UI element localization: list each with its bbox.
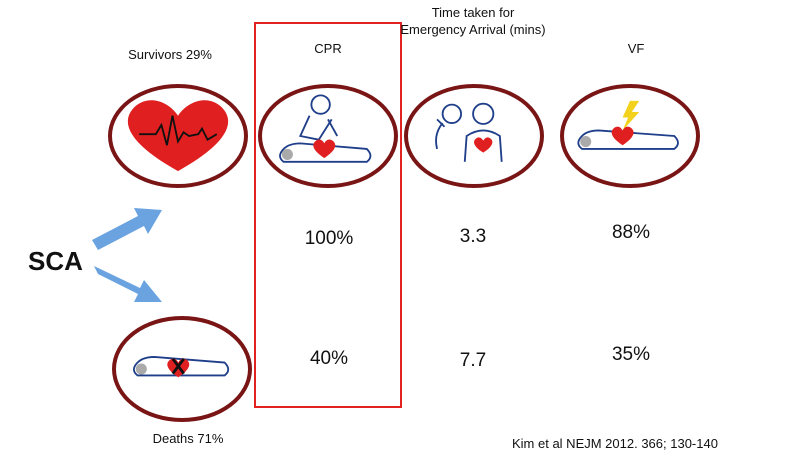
cpr-oval xyxy=(258,84,398,188)
arrow-down-icon xyxy=(92,258,166,306)
cpr-deaths-value: 40% xyxy=(309,348,349,369)
arrival-header: Time taken for Emergency Arrival (mins) xyxy=(400,5,546,37)
arrival-deaths-value: 7.7 xyxy=(459,350,487,371)
deaths-label: Deaths 71% xyxy=(152,431,224,446)
vf-deaths-value: 35% xyxy=(611,344,651,365)
sca-label: SCA xyxy=(28,246,83,276)
cpr-survivors-value: 100% xyxy=(304,228,354,249)
arrival-oval xyxy=(404,84,544,188)
cpr-icon xyxy=(279,94,372,163)
vf-shock-icon xyxy=(577,100,679,150)
heartbeat-heart-icon xyxy=(127,100,229,172)
survivors-oval xyxy=(108,84,248,188)
cpr-header: CPR xyxy=(314,41,342,56)
survivors-label: Survivors 29% xyxy=(128,47,212,62)
arrival-survivors-value: 3.3 xyxy=(459,226,487,247)
vf-header: VF xyxy=(627,41,645,56)
citation: Kim et al NEJM 2012. 366; 130-140 xyxy=(512,436,718,451)
deaths-oval xyxy=(112,316,252,422)
deceased-patient-icon xyxy=(133,356,230,378)
cpr-highlight-box xyxy=(254,22,402,408)
vf-survivors-value: 88% xyxy=(611,222,651,243)
paramedic-icon xyxy=(435,102,503,162)
arrow-up-icon xyxy=(90,200,166,250)
vf-oval xyxy=(560,84,700,188)
